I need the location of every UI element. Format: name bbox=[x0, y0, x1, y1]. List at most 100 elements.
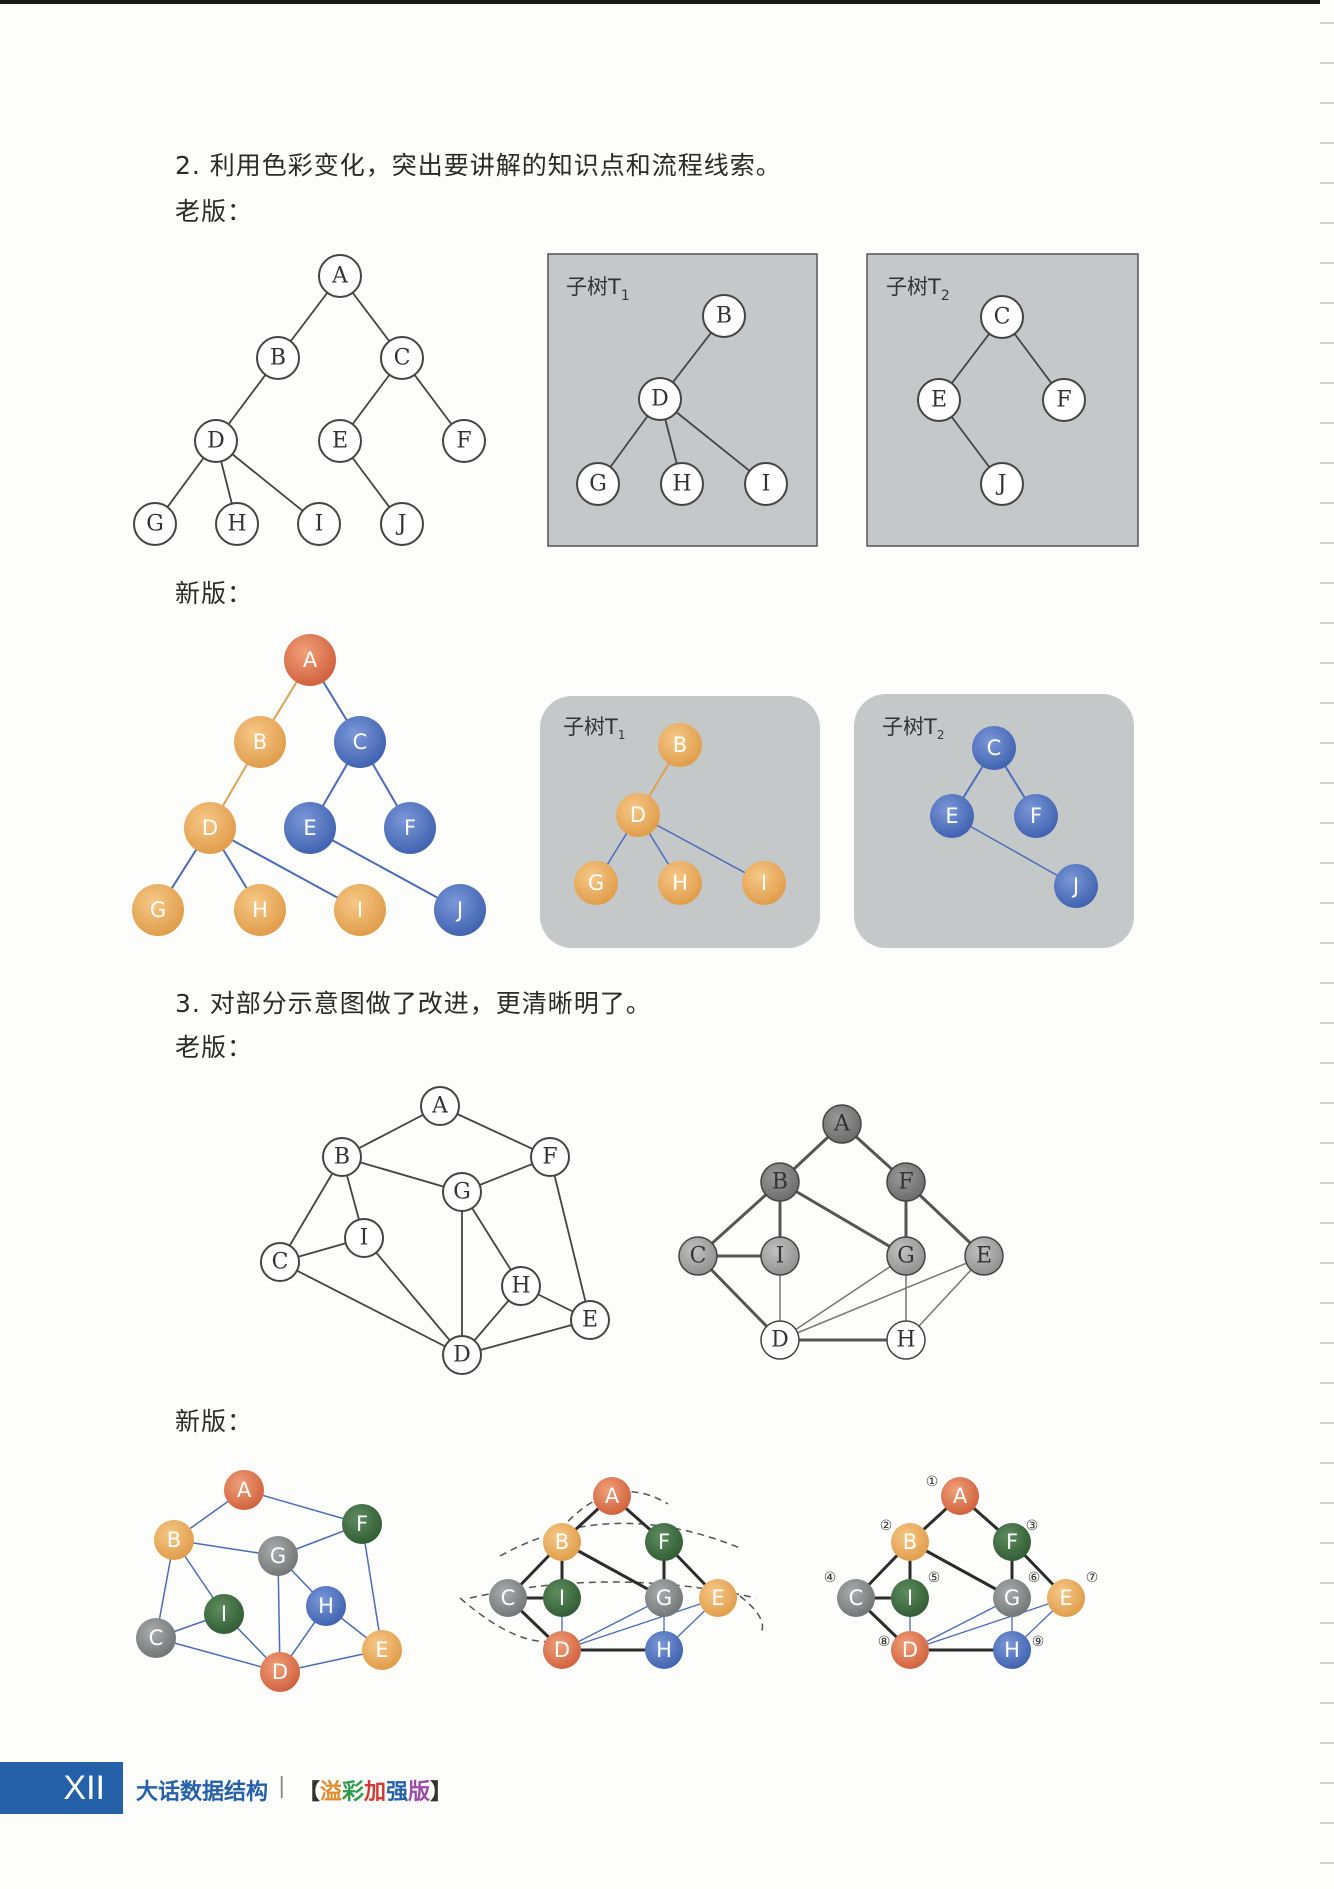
circled-number-4: ④ bbox=[824, 1570, 837, 1586]
svg-text:G: G bbox=[150, 898, 166, 922]
svg-text:E: E bbox=[945, 804, 958, 828]
svg-text:I: I bbox=[559, 1586, 565, 1610]
svg-text:I: I bbox=[221, 1602, 227, 1626]
svg-text:F: F bbox=[356, 1512, 368, 1536]
svg-text:B: B bbox=[772, 1170, 788, 1195]
svg-text:子树T2: 子树T2 bbox=[882, 715, 944, 742]
circled-number-9: ⑨ bbox=[1032, 1634, 1045, 1650]
svg-text:H: H bbox=[318, 1594, 334, 1618]
edition-char: 彩 bbox=[342, 1780, 365, 1805]
circled-number-3: ③ bbox=[1026, 1518, 1039, 1534]
svg-text:B: B bbox=[673, 733, 687, 757]
section3-old-label: 老版： bbox=[175, 1033, 254, 1062]
circled-number-8: ⑧ bbox=[878, 1634, 891, 1650]
svg-text:E: E bbox=[711, 1586, 724, 1610]
svg-text:E: E bbox=[375, 1638, 388, 1662]
edition-char: 加 bbox=[364, 1780, 387, 1805]
svg-text:F: F bbox=[1030, 804, 1042, 828]
svg-text:A: A bbox=[237, 1478, 252, 1502]
svg-text:C: C bbox=[690, 1244, 707, 1269]
svg-text:C: C bbox=[987, 736, 1002, 760]
section3-title: 3. 对部分示意图做了改进，更清晰明了。 bbox=[175, 989, 652, 1018]
svg-text:I: I bbox=[357, 898, 363, 922]
svg-text:A: A bbox=[605, 1484, 620, 1508]
edition-label: 【溢彩加强版】 bbox=[298, 1774, 452, 1806]
svg-text:E: E bbox=[303, 816, 316, 840]
svg-text:D: D bbox=[453, 1343, 471, 1368]
svg-text:C: C bbox=[272, 1250, 289, 1275]
svg-text:C: C bbox=[849, 1586, 864, 1610]
svg-text:A: A bbox=[953, 1484, 968, 1508]
svg-text:H: H bbox=[672, 472, 691, 497]
svg-text:子树T1: 子树T1 bbox=[563, 715, 625, 742]
circled-number-5: ⑤ bbox=[928, 1570, 941, 1586]
node-D: D bbox=[207, 429, 225, 454]
svg-text:E: E bbox=[931, 388, 947, 413]
svg-text:I: I bbox=[776, 1244, 785, 1269]
svg-text:D: D bbox=[630, 803, 646, 827]
new-graph-2: A B F C I G E D H bbox=[459, 1477, 764, 1669]
svg-text:C: C bbox=[149, 1626, 164, 1650]
circled-number-1: ① bbox=[926, 1474, 939, 1490]
section3-new-label: 新版： bbox=[175, 1407, 254, 1436]
svg-text:H: H bbox=[896, 1328, 915, 1353]
svg-text:J: J bbox=[996, 472, 1007, 497]
svg-text:D: D bbox=[902, 1638, 918, 1662]
svg-text:J: J bbox=[455, 898, 463, 922]
old-graph-1: A B F G I C H E D bbox=[260, 1086, 610, 1375]
old-subtree-t1: 子树T1 B D G H I bbox=[547, 253, 818, 547]
svg-text:G: G bbox=[270, 1544, 286, 1568]
svg-text:D: D bbox=[202, 816, 218, 840]
svg-text:H: H bbox=[656, 1638, 672, 1662]
node-G: G bbox=[146, 512, 164, 537]
new-binary-tree: A B C D E F G H I J bbox=[132, 634, 486, 936]
circled-number-2: ② bbox=[880, 1518, 893, 1534]
edition-bracket-open: 【 bbox=[298, 1780, 321, 1805]
page-right-edge bbox=[1320, 0, 1334, 1889]
node-B: B bbox=[270, 346, 286, 371]
svg-text:B: B bbox=[716, 304, 732, 329]
svg-text:G: G bbox=[1004, 1586, 1020, 1610]
subtree-t1-label: 子树T1 bbox=[566, 275, 630, 304]
svg-text:F: F bbox=[658, 1530, 670, 1554]
edition-char: 强 bbox=[386, 1780, 409, 1805]
footer-separator: | bbox=[278, 1774, 286, 1799]
svg-text:D: D bbox=[771, 1328, 789, 1353]
section2-new-label: 新版： bbox=[175, 579, 254, 608]
circled-number-7: ⑦ bbox=[1086, 1570, 1099, 1586]
svg-text:H: H bbox=[672, 871, 688, 895]
section2-old-label: 老版： bbox=[175, 197, 254, 226]
edition-char: 溢 bbox=[320, 1780, 343, 1805]
new-subtree-t2: 子树T2 C E F J bbox=[854, 694, 1134, 948]
old-binary-tree: A B C D E F G H I J bbox=[133, 254, 486, 546]
svg-text:B: B bbox=[334, 1145, 350, 1170]
node-E: E bbox=[332, 429, 348, 454]
node-F: F bbox=[456, 429, 471, 454]
svg-text:F: F bbox=[404, 816, 416, 840]
node-I: I bbox=[315, 512, 324, 537]
node-J: J bbox=[396, 512, 407, 537]
circled-number-6: ⑥ bbox=[1028, 1570, 1041, 1586]
svg-text:G: G bbox=[453, 1180, 471, 1205]
new-graph-3: A B F C I G E D H ① ② ③ ④ ⑤ ⑥ ⑦ ⑧ ⑨ bbox=[824, 1474, 1099, 1669]
node-H: H bbox=[227, 512, 246, 537]
svg-text:C: C bbox=[994, 305, 1011, 330]
new-subtree-t1: 子树T1 B D G H I bbox=[540, 696, 820, 948]
svg-text:G: G bbox=[589, 472, 607, 497]
footer-page-badge bbox=[0, 1762, 123, 1814]
svg-text:D: D bbox=[272, 1660, 288, 1684]
svg-text:G: G bbox=[588, 871, 604, 895]
svg-text:I: I bbox=[907, 1586, 913, 1610]
svg-text:I: I bbox=[762, 472, 771, 497]
old-graph-2: A B F C I G E D H bbox=[678, 1104, 1004, 1360]
svg-text:I: I bbox=[360, 1226, 369, 1251]
svg-text:A: A bbox=[431, 1094, 449, 1119]
svg-text:B: B bbox=[903, 1530, 917, 1554]
svg-text:D: D bbox=[651, 387, 669, 412]
node-C: C bbox=[394, 346, 411, 371]
section2-title: 2. 利用色彩变化，突出要讲解的知识点和流程线索。 bbox=[175, 151, 782, 180]
node-A: A bbox=[331, 264, 349, 289]
svg-text:H: H bbox=[1004, 1638, 1020, 1662]
edition-char: 版 bbox=[408, 1780, 431, 1805]
